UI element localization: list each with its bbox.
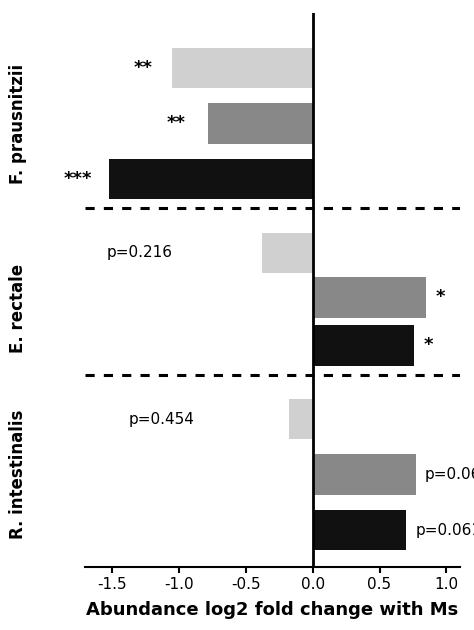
Text: E. rectale: E. rectale	[9, 264, 27, 353]
Bar	[313, 277, 426, 318]
Text: p=0.216: p=0.216	[106, 245, 172, 260]
Text: F. prausnitzii: F. prausnitzii	[9, 64, 27, 183]
Bar	[109, 159, 313, 199]
Text: *: *	[424, 336, 433, 354]
Bar	[262, 232, 313, 273]
Bar	[209, 103, 313, 144]
Bar	[172, 48, 313, 88]
Bar	[289, 399, 313, 440]
Bar	[313, 454, 416, 495]
Text: p=0.061: p=0.061	[416, 522, 474, 537]
Text: ***: ***	[64, 170, 92, 188]
Text: R. intestinalis: R. intestinalis	[9, 410, 27, 539]
Bar	[313, 510, 406, 551]
Bar	[313, 325, 414, 365]
Text: *: *	[436, 288, 445, 306]
X-axis label: Abundance log2 fold change with Ms: Abundance log2 fold change with Ms	[86, 601, 459, 619]
Text: p=0.454: p=0.454	[129, 411, 195, 427]
Text: p=0.063: p=0.063	[425, 467, 474, 482]
Text: **: **	[167, 115, 186, 132]
Text: **: **	[133, 59, 152, 77]
